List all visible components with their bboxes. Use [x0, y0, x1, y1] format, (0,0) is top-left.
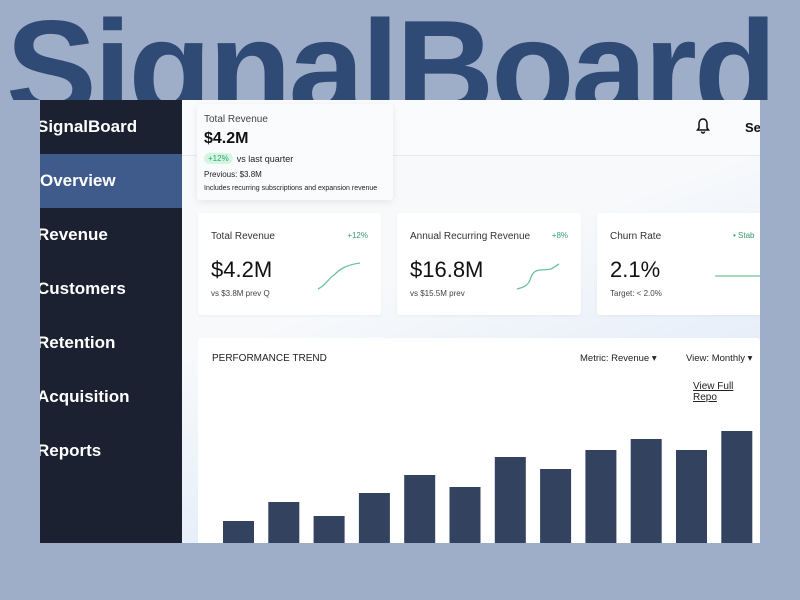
view-label: View: Monthly — [686, 353, 745, 364]
caret-down-icon: ▾ — [747, 353, 753, 364]
sidebar-item-reports[interactable]: Reports — [40, 441, 102, 460]
app-window: SignalBoard Overview Revenue Customers R… — [40, 100, 760, 543]
bar-2[interactable] — [268, 502, 300, 543]
delta-badge: +12% — [204, 153, 233, 164]
bar-10[interactable] — [630, 439, 662, 543]
sparkline — [317, 262, 361, 290]
card-value: 2.1% — [610, 257, 661, 282]
delta-text: vs last quarter — [236, 153, 294, 164]
sidebar-item-retention[interactable]: Retention — [40, 333, 116, 352]
sidebar-item-acquisition[interactable]: Acquisition — [40, 387, 130, 406]
card-subtext: vs $3.8M prev Q — [211, 289, 270, 298]
view-dropdown[interactable]: View: Monthly ▾ — [686, 353, 752, 364]
card-delta: +12% — [347, 231, 368, 240]
bar-12[interactable] — [721, 431, 753, 543]
sidebar-item-overview[interactable]: Overview — [40, 154, 182, 208]
sidebar-item-customers[interactable]: Customers — [40, 279, 126, 298]
bell-icon[interactable] — [696, 118, 710, 139]
card-label: Churn Rate — [610, 231, 662, 242]
kpi-card-churn[interactable]: Churn Rate • Stab 2.1% Target: < 2.0% — [597, 213, 760, 315]
card-label: Total Revenue — [211, 231, 275, 242]
metric-dropdown[interactable]: Metric: Revenue ▾ — [580, 353, 657, 364]
metric-label: Metric: Revenue — [580, 353, 650, 364]
kpi-card-arr[interactable]: Annual Recurring Revenue +8% $16.8M vs $… — [397, 213, 581, 315]
bar-chart — [223, 431, 753, 543]
caret-down-icon: ▾ — [651, 353, 657, 364]
bar-8[interactable] — [540, 469, 572, 543]
card-delta: +8% — [551, 231, 568, 240]
card-subtext: vs $15.5M prev — [410, 289, 465, 298]
card-value: $16.8M — [410, 257, 484, 282]
tooltip-note: Includes recurring subscriptions and exp… — [204, 185, 378, 192]
tooltip-previous: Previous: $3.8M — [204, 170, 262, 179]
card-delta: • Stab — [733, 231, 755, 240]
sidebar: SignalBoard Overview Revenue Customers R… — [40, 100, 182, 543]
bar-1[interactable] — [223, 521, 254, 543]
brand-logo: SignalBoard — [40, 117, 138, 136]
card-value: $4.2M — [211, 257, 273, 282]
main-content: Se Total Revenue +12% $4.2M vs $3.8M pre… — [182, 100, 760, 543]
sparkline — [516, 263, 560, 290]
sparkline — [715, 275, 760, 277]
sidebar-item-revenue[interactable]: Revenue — [40, 225, 108, 244]
hero-title: SignalBoard — [6, 0, 774, 100]
chart-title: PERFORMANCE TREND — [212, 353, 327, 364]
bar-11[interactable] — [676, 450, 707, 543]
view-full-report-link[interactable]: View Full Repo — [693, 381, 734, 403]
bar-4[interactable] — [358, 493, 390, 543]
card-label: Annual Recurring Revenue — [410, 231, 531, 242]
bar-9[interactable] — [585, 450, 617, 543]
revenue-tooltip: Total Revenue $4.2M +12% vs last quarter … — [197, 104, 393, 200]
tooltip-title: Total Revenue — [204, 114, 268, 125]
bar-3[interactable] — [313, 516, 345, 543]
performance-trend-panel: PERFORMANCE TREND Metric: Revenue ▾ View… — [198, 338, 760, 543]
header-settings-link[interactable]: Se — [745, 120, 760, 135]
tooltip-value: $4.2M — [204, 130, 249, 147]
card-subtext: Target: < 2.0% — [610, 289, 662, 298]
kpi-card-total-revenue[interactable]: Total Revenue +12% $4.2M vs $3.8M prev Q — [198, 213, 381, 315]
bar-6[interactable] — [449, 487, 481, 543]
bar-5[interactable] — [404, 475, 436, 543]
bar-7[interactable] — [494, 457, 526, 543]
